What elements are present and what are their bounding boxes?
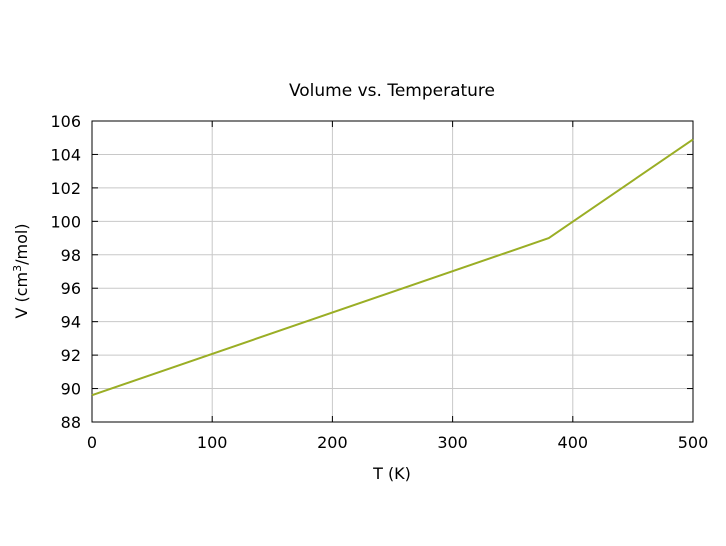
x-tick-label: 500	[678, 433, 709, 452]
grid	[92, 121, 693, 422]
y-axis-label: V (cm3/mol)	[11, 223, 31, 318]
x-tick-label: 100	[197, 433, 228, 452]
chart-title: Volume vs. Temperature	[289, 81, 495, 101]
y-tick-label: 102	[50, 179, 81, 198]
x-tick-label: 400	[558, 433, 589, 452]
x-axis-label: T (K)	[372, 464, 411, 483]
x-tick-label: 200	[317, 433, 348, 452]
series-line	[91, 138, 694, 397]
series-group	[91, 138, 694, 397]
x-tick-label: 300	[437, 433, 468, 452]
plot-frame	[91, 120, 694, 423]
x-axis-ticks: 0 100 200 300 400 500	[87, 121, 708, 452]
y-tick-label: 100	[50, 212, 81, 231]
x-tick-label: 0	[87, 433, 97, 452]
y-tick-label: 104	[50, 145, 81, 164]
y-tick-label: 98	[61, 246, 81, 265]
y-tick-label: 106	[50, 112, 81, 131]
y-tick-label: 90	[61, 380, 81, 399]
y-tick-label: 92	[61, 346, 81, 365]
y-tick-label: 88	[61, 413, 81, 432]
y-tick-label: 96	[61, 279, 81, 298]
y-axis-ticks: 88 90 92 94 96 98 100 102 104 106	[50, 112, 693, 432]
y-tick-label: 94	[61, 313, 81, 332]
